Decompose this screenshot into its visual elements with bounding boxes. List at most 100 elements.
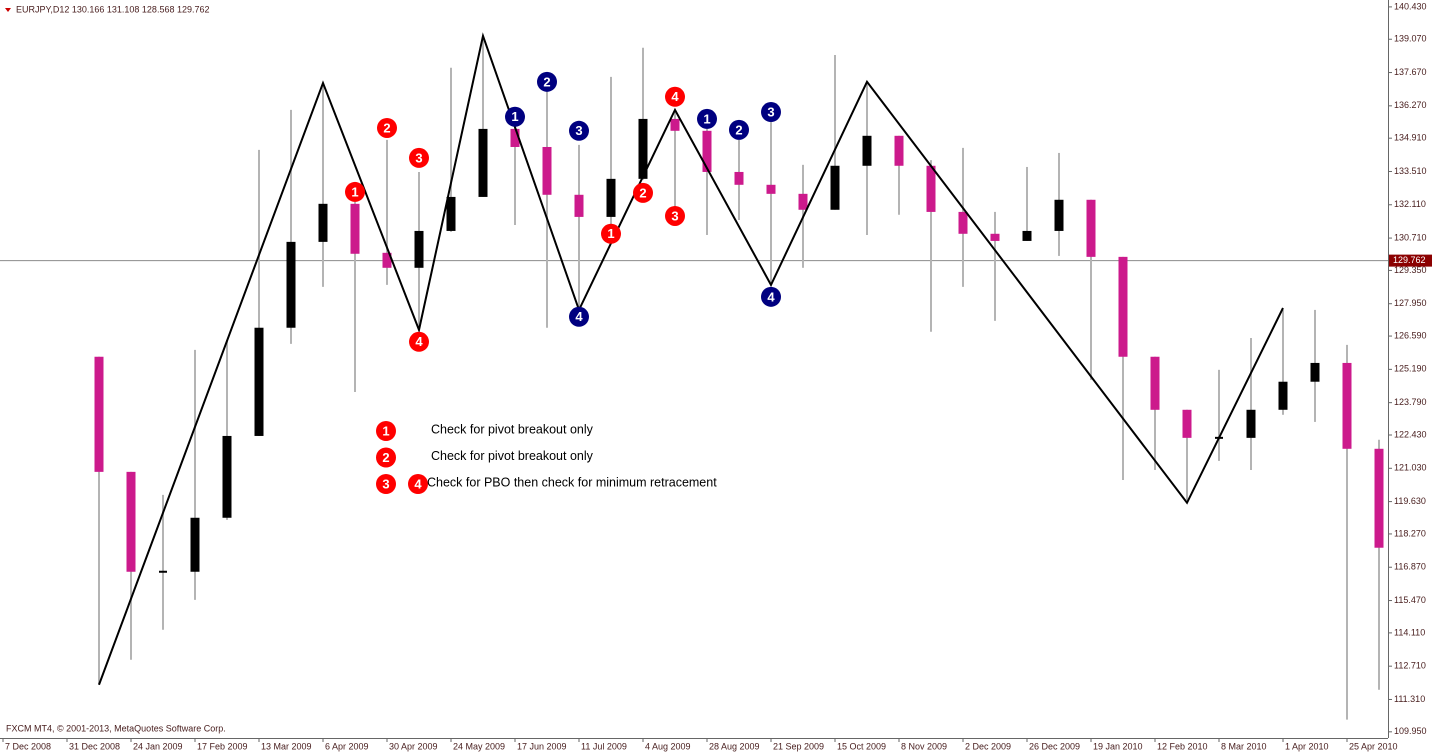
number-marker: 3 — [376, 474, 396, 494]
candle-body — [1022, 230, 1032, 241]
x-tick-label: 12 Feb 2010 — [1157, 741, 1208, 751]
chart-header: EURJPY,D12 130.166 131.108 128.568 129.7… — [16, 4, 210, 14]
number-marker: 1 — [601, 223, 621, 244]
marker-number: 4 — [414, 476, 422, 491]
legend-text: Check for pivot breakout only — [431, 449, 594, 463]
x-tick-label: 28 Aug 2009 — [709, 741, 760, 751]
marker-circle — [376, 474, 396, 494]
marker-circle — [601, 223, 621, 244]
candle-body — [670, 118, 680, 131]
marker-number: 4 — [575, 309, 583, 324]
marker-circle — [761, 286, 781, 307]
marker-number: 3 — [767, 104, 774, 119]
y-tick-label: 136.270 — [1394, 100, 1427, 110]
y-tick-label: 126.590 — [1394, 330, 1427, 340]
y-tick-label: 111.310 — [1394, 694, 1425, 704]
current-price-label: 129.762 — [1393, 255, 1426, 265]
candle-body — [1150, 356, 1160, 410]
number-marker: 2 — [537, 71, 557, 92]
number-marker: 3 — [761, 102, 781, 123]
marker-circle — [376, 447, 396, 468]
candle-body — [286, 241, 296, 328]
y-tick-label: 118.270 — [1394, 528, 1426, 538]
x-tick-label: 6 Apr 2009 — [325, 741, 369, 751]
legend-text: Check for pivot breakout only — [431, 422, 594, 436]
candle-body — [1374, 448, 1384, 548]
x-tick-label: 17 Feb 2009 — [197, 741, 248, 751]
x-tick-label: 21 Sep 2009 — [773, 741, 824, 751]
candle-body — [94, 356, 104, 472]
x-tick-label: 4 Aug 2009 — [645, 741, 691, 751]
number-marker: 1 — [376, 421, 396, 441]
y-tick-label: 129.350 — [1394, 265, 1427, 275]
marker-circle — [537, 71, 557, 92]
marker-circle — [665, 205, 685, 226]
candle-body — [574, 194, 584, 217]
x-tick-label: 8 Mar 2010 — [1221, 741, 1267, 751]
candle-body — [766, 184, 776, 194]
x-tick-label: 2 Dec 2009 — [965, 741, 1011, 751]
x-tick-label: 31 Dec 2008 — [69, 741, 120, 751]
marker-circle — [569, 306, 589, 327]
number-marker: 2 — [729, 119, 749, 140]
candle-body — [1118, 256, 1128, 357]
candle-body — [1342, 362, 1352, 449]
candle-body — [190, 517, 200, 572]
zigzag-line — [98, 32, 1284, 686]
menu-arrow[interactable] — [5, 8, 11, 12]
number-marker: 2 — [377, 117, 397, 138]
marker-number: 3 — [671, 208, 678, 223]
marker-number: 2 — [735, 122, 742, 137]
x-tick-label: 13 Mar 2009 — [261, 741, 312, 751]
candle-body — [830, 165, 840, 210]
footer: FXCM MT4, © 2001-2013, MetaQuotes Softwa… — [6, 723, 226, 733]
candle-body — [606, 178, 616, 217]
number-marker: 1 — [505, 106, 525, 127]
x-tick-label: 15 Oct 2009 — [837, 741, 886, 751]
marker-number: 4 — [671, 89, 679, 104]
number-marker: 4 — [665, 86, 685, 107]
marker-circle — [376, 421, 396, 441]
marker-number: 1 — [703, 111, 710, 126]
candle-body — [382, 252, 392, 268]
x-tick-label: 25 Apr 2010 — [1349, 741, 1398, 751]
marker-circle — [505, 106, 525, 127]
x-tick-label: 19 Jan 2010 — [1093, 741, 1143, 751]
number-marker: 4 — [569, 306, 589, 327]
candle-body — [350, 203, 360, 254]
marker-number: 1 — [382, 423, 389, 438]
candle-body — [1054, 199, 1064, 231]
current-price-box — [1389, 254, 1432, 267]
x-tick-label: 8 Nov 2009 — [901, 741, 947, 751]
y-tick-label: 109.950 — [1394, 726, 1427, 736]
marker-circle — [633, 182, 653, 203]
marker-number: 2 — [382, 450, 389, 465]
candle-body — [798, 193, 808, 210]
marker-circle — [761, 102, 781, 123]
number-marker: 3 — [409, 147, 429, 168]
marker-number: 3 — [575, 123, 582, 138]
x-tick-label: 1 Apr 2010 — [1285, 741, 1329, 751]
candle-body — [862, 135, 872, 166]
number-marker: 2 — [633, 182, 653, 203]
y-tick-label: 134.910 — [1394, 133, 1427, 143]
marker-number: 2 — [639, 185, 646, 200]
candle-body — [734, 171, 744, 185]
candle-body — [414, 230, 424, 268]
y-tick-label: 139.070 — [1394, 34, 1427, 44]
y-tick-label: 115.470 — [1394, 595, 1426, 605]
candle-body — [126, 471, 136, 572]
candle-body — [926, 165, 936, 212]
y-tick-label: 137.670 — [1394, 67, 1427, 77]
legend-text: Check for PBO then check for minimum ret… — [427, 475, 717, 489]
marker-circle — [377, 117, 397, 138]
candle-body — [478, 128, 488, 197]
y-tick-label: 114.110 — [1394, 627, 1425, 637]
marker-circle — [408, 474, 428, 494]
candle-body — [702, 130, 712, 172]
candle-body — [1086, 199, 1096, 257]
y-tick-label: 121.030 — [1394, 463, 1427, 473]
x-tick-label: 30 Apr 2009 — [389, 741, 438, 751]
